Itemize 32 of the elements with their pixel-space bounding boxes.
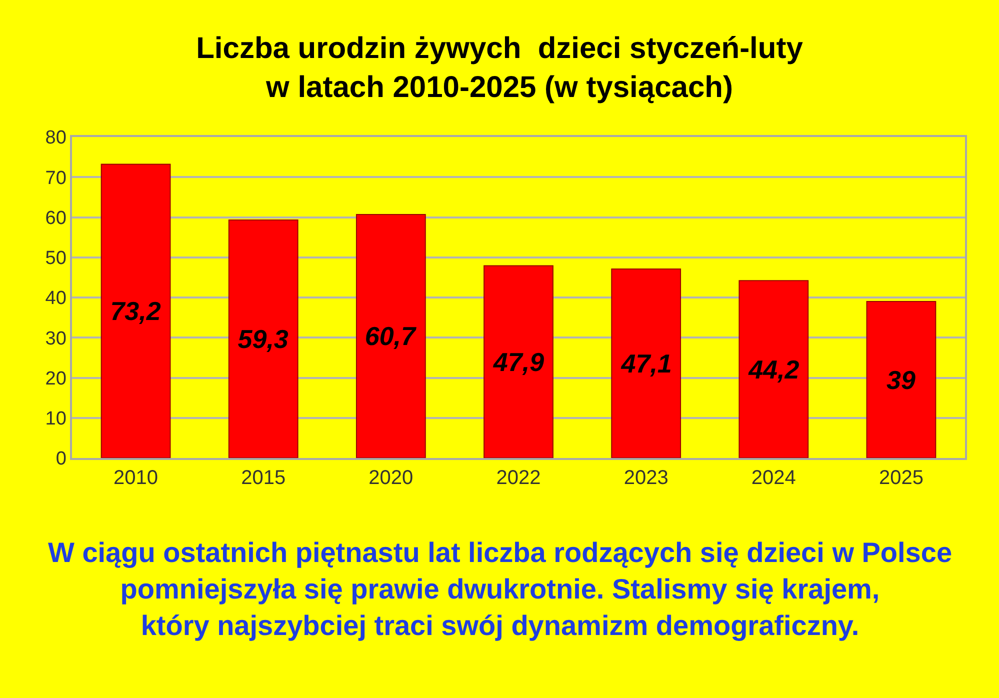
bar [738,280,809,458]
x-tick-label: 2025 [878,466,924,489]
bar [356,214,426,458]
y-tick-label: 30 [45,328,66,350]
x-tick-label: 2015 [241,466,286,489]
x-tick-label: 2010 [114,466,158,489]
data-label: 60,7 [364,321,417,352]
data-label: 73,2 [110,296,162,326]
x-tick-label: 2024 [751,466,796,489]
y-tick-label: 70 [45,168,66,189]
y-tick-label: 0 [56,448,66,470]
x-tick-label: 2020 [368,466,414,489]
y-tick-label: 10 [45,408,66,430]
bar [866,301,936,458]
y-tick-label: 50 [45,248,66,270]
data-label: 47,1 [620,348,672,379]
data-label: 44,2 [748,354,800,384]
x-tick-label: 2022 [496,466,541,489]
bar [484,265,554,458]
y-tick-label: 20 [45,368,66,390]
data-label: 39 [886,364,916,395]
bar [100,164,171,458]
y-tick-label: 60 [45,208,66,229]
chart-title: Liczba urodzin żywych dzieci styczeń-luty w latach 2010-2025 (w tysiącach) [196,32,804,104]
x-tick-label: 2023 [624,466,668,489]
bar [611,268,682,458]
data-label: 59,3 [238,324,289,354]
text: W ciągu ostatnich piętnastu lat liczba rodzących się dzieci w Polsce pomniejszyła się prawie dwukrotnie. Stalismy się krajem, który najszybciej traci swój dynamizm demograficzny. [48,537,952,641]
y-tick-label: 80 [45,128,66,149]
y-tick-label: 40 [45,288,66,310]
data-label: 47,9 [492,346,545,377]
bar [228,220,298,458]
